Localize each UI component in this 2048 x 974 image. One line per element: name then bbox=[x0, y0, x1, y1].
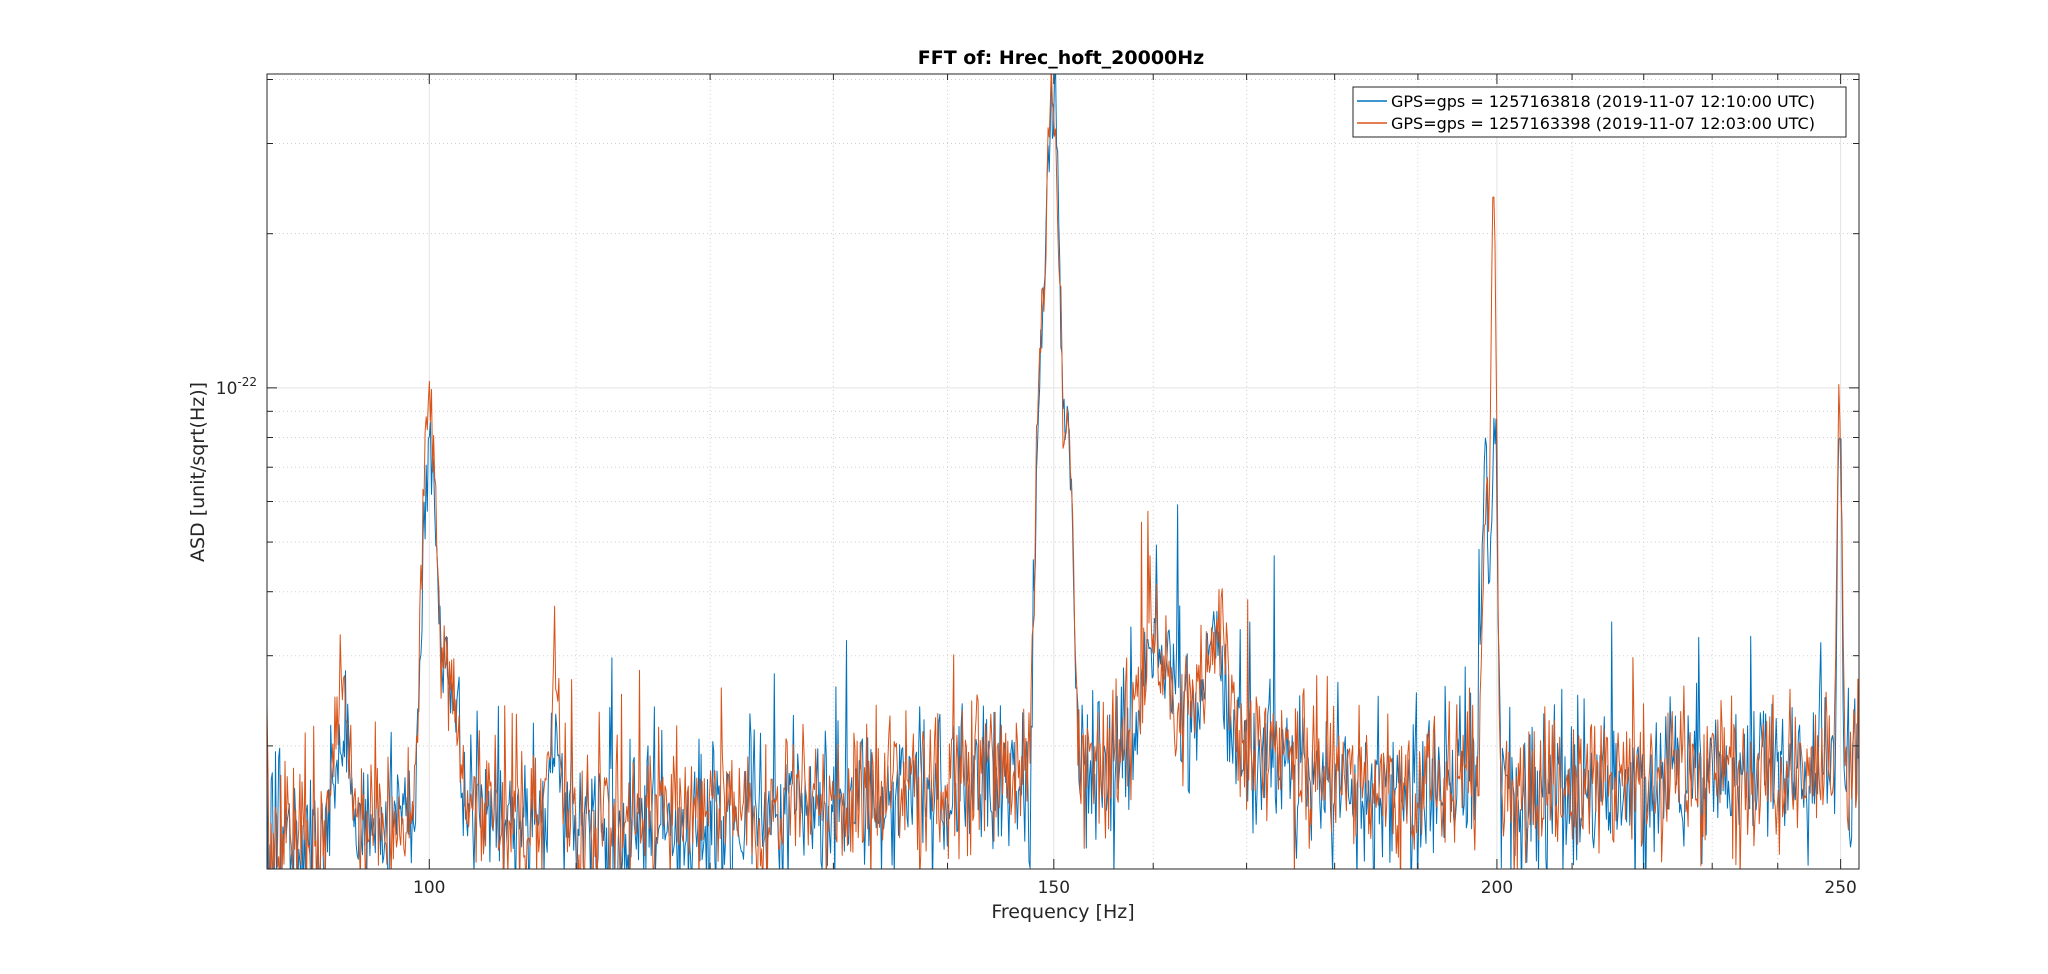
series-layer bbox=[267, 74, 1859, 869]
x-axis-label: Frequency [Hz] bbox=[991, 901, 1134, 923]
ticks: 100 150 200 250 10-22 bbox=[216, 74, 1859, 898]
legend-label-1: GPS=gps = 1257163818 (2019-11-07 12:10:0… bbox=[1391, 92, 1815, 111]
plot-background bbox=[267, 74, 1859, 869]
plot-area bbox=[267, 74, 1859, 869]
legend-label-2: GPS=gps = 1257163398 (2019-11-07 12:03:0… bbox=[1391, 114, 1815, 133]
x-tick-label: 150 bbox=[1038, 878, 1070, 898]
y-tick-label: 10-22 bbox=[216, 375, 257, 399]
axes bbox=[266, 73, 1860, 870]
legend-box bbox=[1352, 86, 1847, 138]
chart-title: FFT of: Hrec_hoft_20000Hz bbox=[918, 47, 1204, 69]
axes-box bbox=[266, 73, 1860, 870]
x-tick-label: 100 bbox=[413, 878, 445, 898]
y-axis-label: ASD [unit/sqrt(Hz)] bbox=[187, 382, 209, 562]
x-tick-label: 200 bbox=[1481, 878, 1513, 898]
legend: GPS=gps = 1257163818 (2019-11-07 12:10:0… bbox=[1352, 86, 1847, 138]
x-tick-label: 250 bbox=[1824, 878, 1856, 898]
series-line-2 bbox=[267, 74, 1859, 869]
